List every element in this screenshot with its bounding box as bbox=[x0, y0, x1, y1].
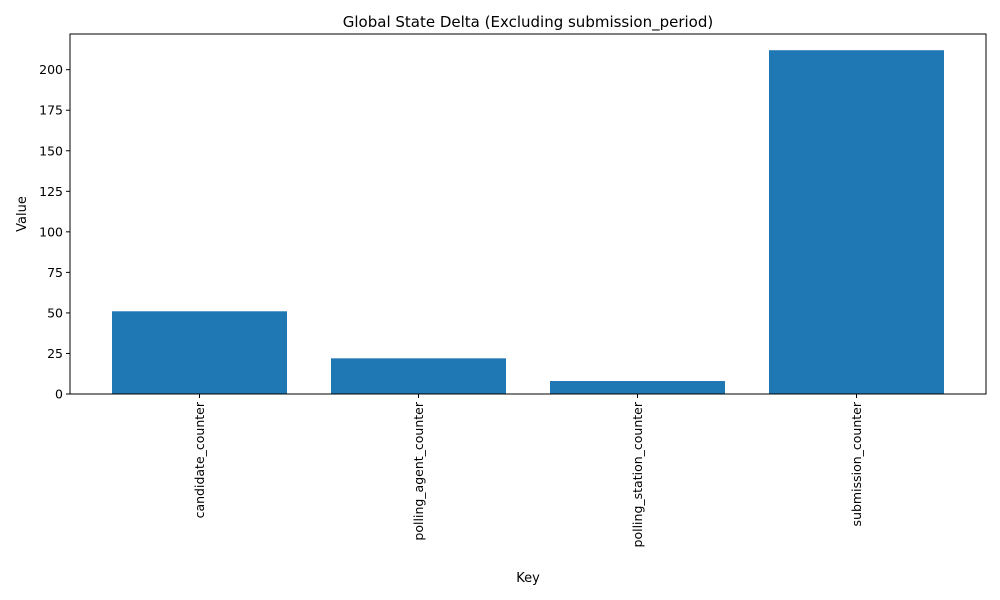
y-tick-label: 200 bbox=[39, 62, 63, 77]
chart-title: Global State Delta (Excluding submission… bbox=[343, 13, 713, 32]
y-tick-label: 75 bbox=[47, 265, 63, 280]
y-tick-label: 50 bbox=[47, 305, 63, 320]
x-tick-label: polling_station_counter bbox=[630, 401, 645, 547]
y-axis-title: Value bbox=[15, 196, 30, 232]
y-tick-label: 25 bbox=[47, 346, 63, 361]
x-tick-label: polling_agent_counter bbox=[411, 401, 426, 540]
y-tick-label: 125 bbox=[39, 184, 63, 199]
bar bbox=[112, 311, 287, 394]
y-tick-label: 0 bbox=[55, 387, 63, 402]
bar bbox=[550, 381, 725, 394]
x-tick-label: candidate_counter bbox=[192, 401, 207, 518]
bar bbox=[331, 358, 506, 394]
y-tick-label: 100 bbox=[39, 224, 63, 239]
x-tick-label: submission_counter bbox=[849, 401, 864, 526]
plot-frame bbox=[69, 33, 987, 395]
plot-area: 0 25 50 75 100 125 150 175 200 candidate_counter p… bbox=[39, 33, 987, 547]
y-tick-label: 150 bbox=[39, 143, 63, 158]
bar bbox=[769, 50, 944, 394]
x-axis-title: Key bbox=[516, 571, 540, 586]
y-tick-label: 175 bbox=[39, 103, 63, 118]
